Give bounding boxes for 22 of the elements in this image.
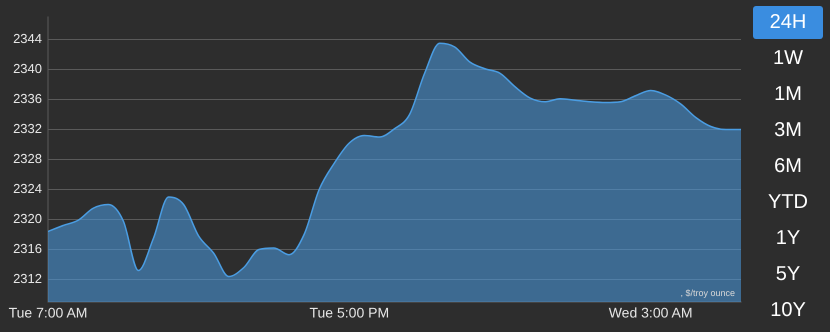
- text: 5Y: [774, 262, 802, 287]
- y-tick-label: 2340: [13, 61, 42, 76]
- annotation: , $/troy ounce: [680, 288, 735, 298]
- text: 3M: [773, 118, 803, 143]
- y-tick-label: 2328: [13, 151, 42, 166]
- x-tick-label: Wed 3:00 AM: [608, 304, 693, 320]
- text: 6M: [773, 154, 803, 179]
- y-tick-label: 2320: [13, 211, 42, 226]
- x-tick-label: Tue 5:00 PM: [309, 304, 390, 320]
- y-tick-label: 2324: [13, 181, 42, 196]
- x-tick-label: Tue 7:00 AM: [8, 304, 88, 320]
- text: 10Y: [769, 298, 807, 323]
- text: 24H: [753, 6, 823, 39]
- text: 1W: [772, 46, 804, 71]
- text: 1M: [773, 82, 803, 107]
- text: 1Y: [774, 226, 802, 251]
- y-tick-label: 2344: [13, 31, 42, 46]
- y-tick-label: 2332: [13, 121, 42, 136]
- y-tick-label: 2336: [13, 91, 42, 106]
- y-tick-label: 2312: [13, 271, 42, 286]
- y-tick-label: 2316: [13, 241, 42, 256]
- text: YTD: [767, 190, 809, 215]
